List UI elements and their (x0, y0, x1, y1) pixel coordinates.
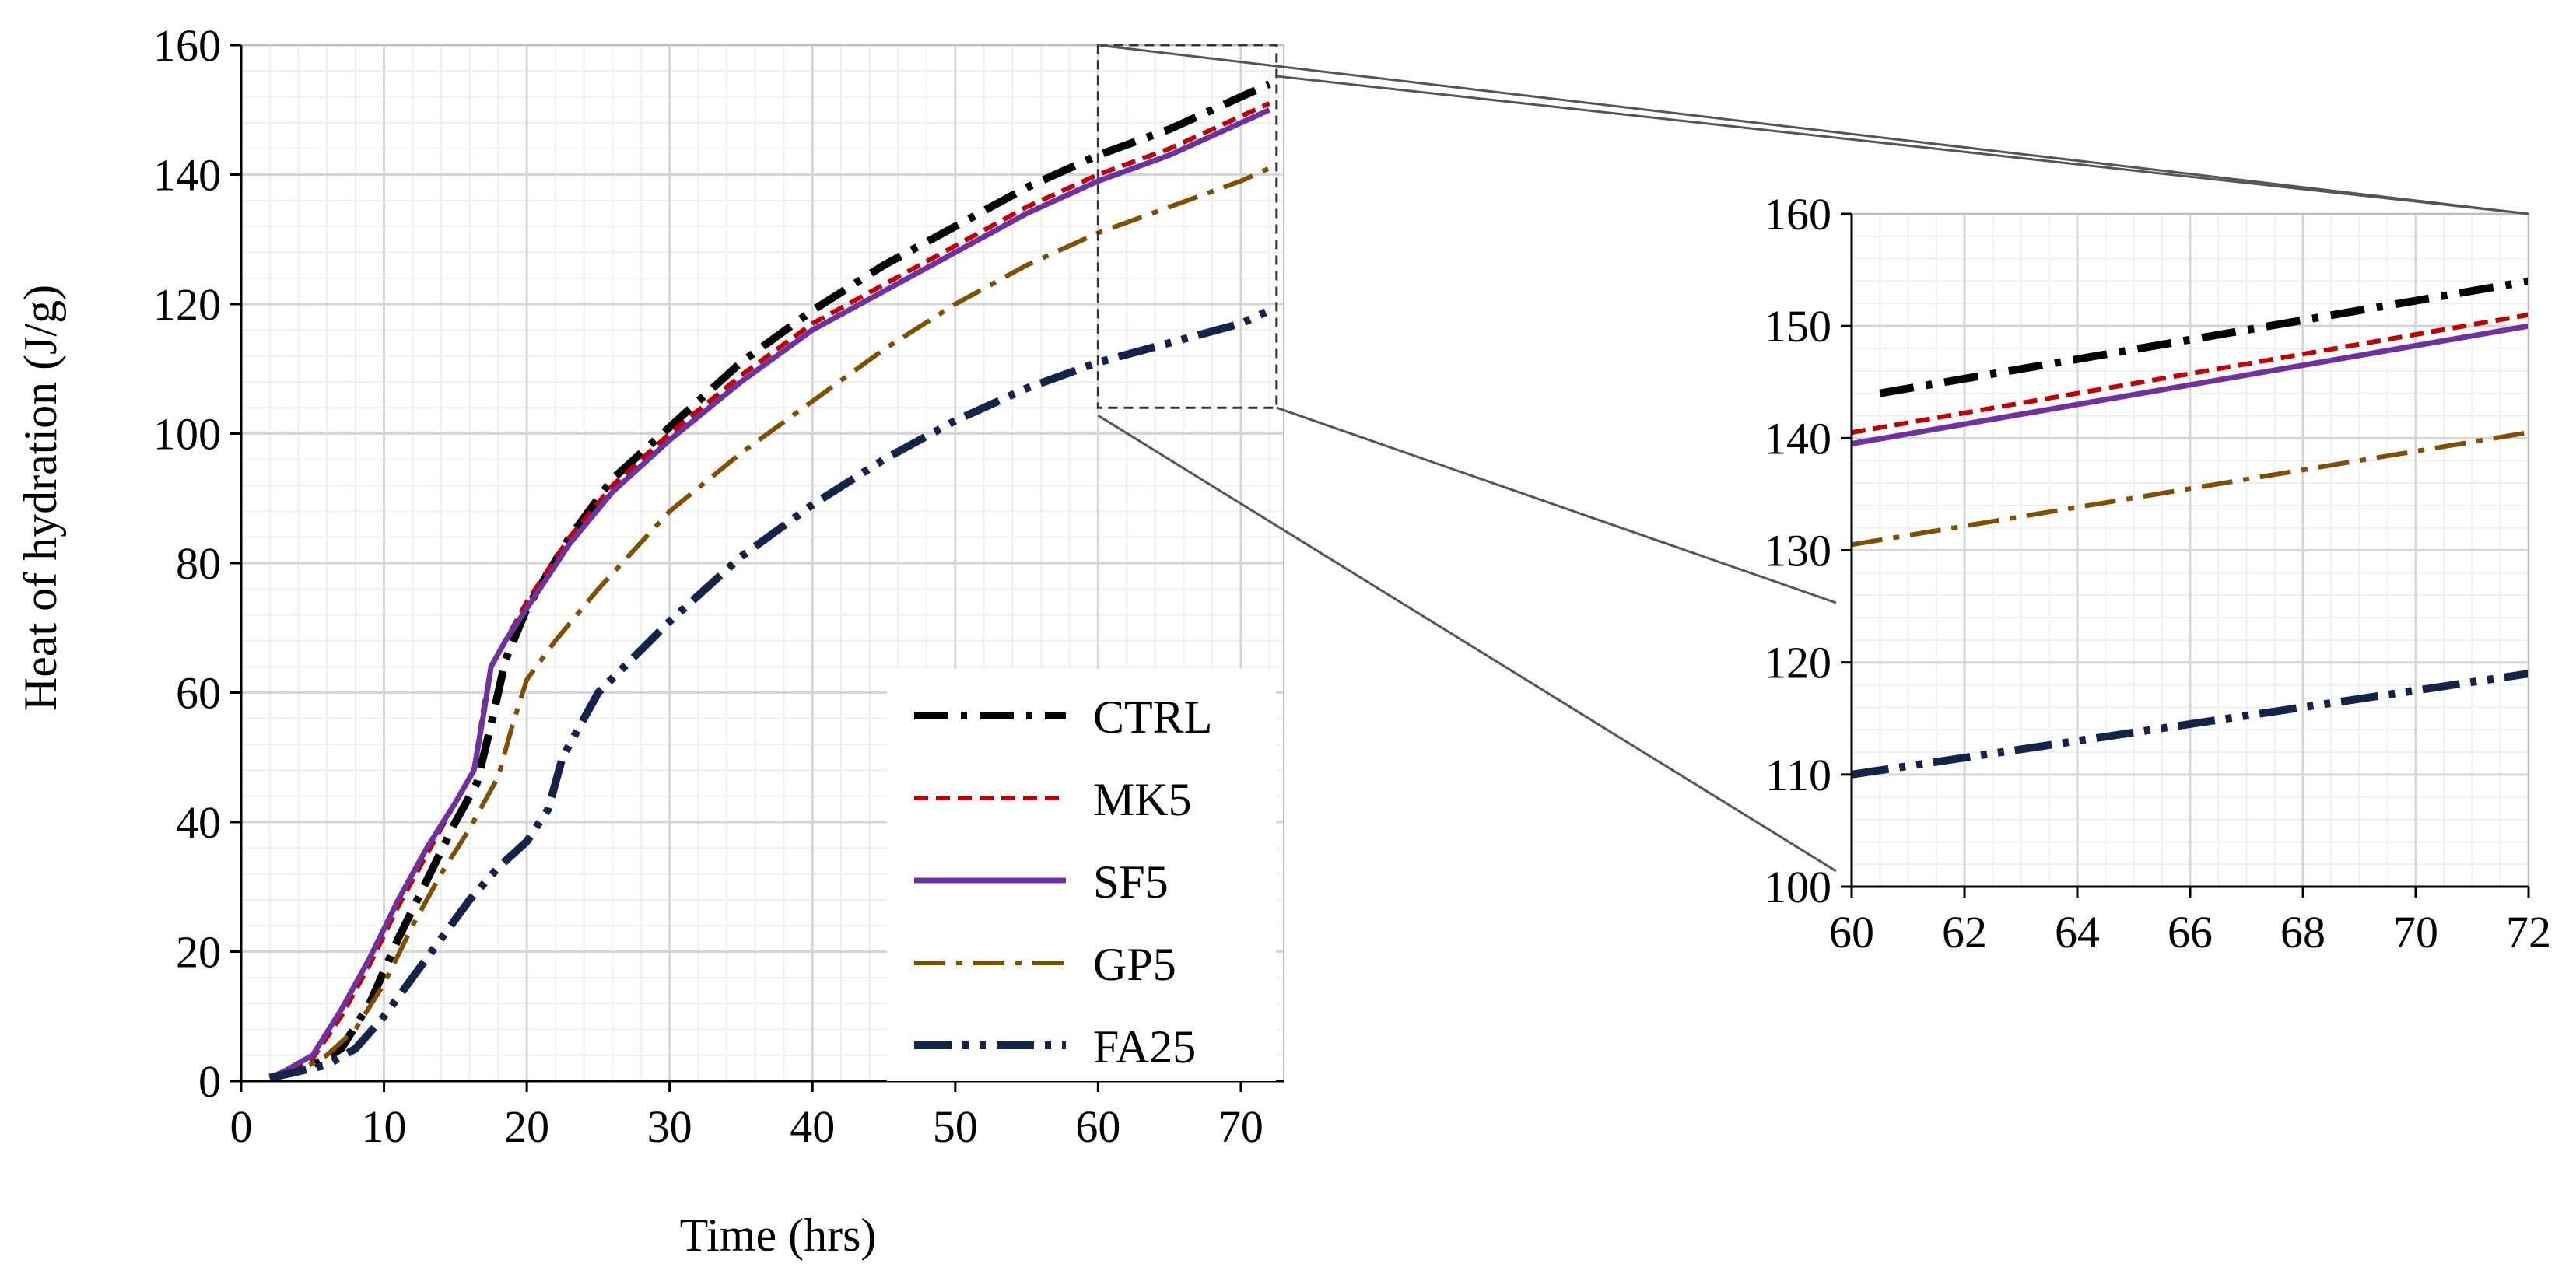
y-tick-label: 120 (1764, 638, 1831, 688)
zoom-connector-line (1276, 406, 1837, 604)
x-axis-title: Time (hrs) (680, 1209, 877, 1261)
series-line-gp5 (1851, 430, 2529, 548)
zoom-connector-line (1097, 414, 1837, 873)
zoom-inset-chart: 60 62 64 66 68 70 72 100 110 120 130 140 150 160 (1764, 189, 2551, 957)
y-tick-label: 140 (1764, 413, 1831, 464)
y-tick-label: 160 (153, 20, 221, 71)
series-line-mk5 (268, 101, 1270, 1080)
x-tick-label: 70 (1218, 1101, 1263, 1152)
y-tick-label: 140 (153, 150, 221, 201)
x-tick-label: 10 (362, 1101, 407, 1152)
legend-background (887, 669, 1276, 1081)
x-tick-label: 66 (2168, 907, 2213, 957)
legend-label-sf5: SF5 (1093, 856, 1169, 908)
y-tick-label: 0 (198, 1056, 221, 1107)
y-tick-label: 120 (153, 279, 221, 330)
y-tick-label: 160 (1764, 189, 1831, 240)
series-line-sf5 (268, 107, 1271, 1080)
y-axis-title: Heat of hydration (J/g) (15, 285, 66, 711)
x-tick-label: 50 (933, 1101, 978, 1152)
x-tick-label: 70 (2393, 907, 2438, 957)
series-line-sf5 (1851, 323, 2529, 446)
y-tick-label: 100 (1764, 862, 1831, 912)
legend: CTRL MK5 SF5 GP5 FA25 (887, 669, 1276, 1081)
y-tick-label: 110 (1765, 750, 1831, 800)
zoom-connector-line (1276, 75, 2529, 215)
series-line-mk5 (1851, 312, 2529, 436)
zoom-connector-line (1098, 44, 2529, 215)
y-tick-label: 100 (153, 409, 221, 460)
series-line-fa25 (268, 306, 1271, 1082)
x-tick-label: 62 (1942, 907, 1987, 957)
x-tick-label: 40 (790, 1101, 835, 1152)
legend-label-fa25: FA25 (1093, 1021, 1196, 1073)
zoom-region-box (1096, 44, 1278, 409)
x-tick-label: 60 (1075, 1101, 1120, 1152)
series-line-gp5 (269, 166, 1270, 1080)
x-tick-label: 72 (2506, 907, 2551, 957)
legend-label-gp5: GP5 (1093, 939, 1176, 990)
x-tick-label: 68 (2280, 907, 2325, 957)
y-tick-label: 80 (176, 538, 221, 589)
x-tick-label: 64 (2055, 907, 2100, 957)
y-tick-label: 40 (176, 797, 221, 848)
series-line-fa25 (1851, 670, 2529, 779)
x-tick-label: 0 (230, 1101, 253, 1152)
zoom-connectors (1096, 44, 2529, 873)
legend-label-mk5: MK5 (1093, 774, 1192, 825)
x-tick-label: 30 (647, 1101, 692, 1152)
y-tick-label: 20 (176, 927, 221, 978)
x-tick-label: 60 (1829, 907, 1874, 957)
series-line-ctrl (1879, 277, 2529, 397)
y-tick-label: 60 (176, 668, 221, 719)
x-tick-label: 20 (504, 1101, 549, 1152)
y-tick-label: 150 (1764, 301, 1831, 352)
legend-label-ctrl: CTRL (1093, 691, 1212, 743)
y-tick-label: 130 (1764, 526, 1831, 576)
